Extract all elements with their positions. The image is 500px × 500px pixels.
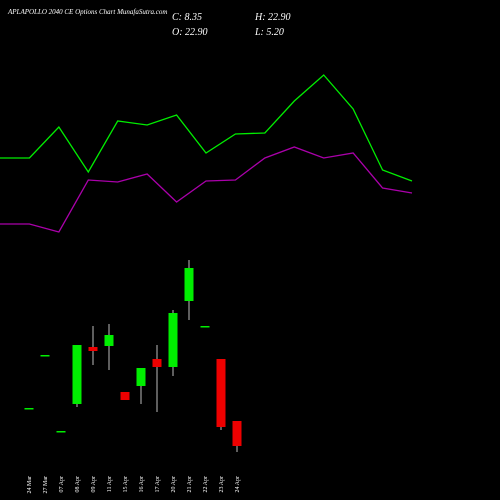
- x-tick-label: 09 Apr: [91, 476, 97, 493]
- candle-body: [152, 359, 162, 367]
- x-tick-label: 11 Apr: [107, 476, 113, 492]
- candle-body: [184, 268, 194, 301]
- x-tick-label: 16 Apr: [139, 476, 145, 493]
- candle-body: [216, 359, 226, 427]
- candle-body: [104, 335, 114, 346]
- candle-body: [232, 421, 242, 446]
- summary-close: C: 8.35: [172, 12, 202, 23]
- x-tick-label: 22 Apr: [203, 476, 209, 493]
- x-tick-label: 08 Apr: [75, 476, 81, 493]
- x-tick-label: 27 Mar: [43, 476, 49, 494]
- summary-open: O: 22.90: [172, 27, 208, 38]
- x-tick-label: 21 Apr: [187, 476, 193, 493]
- line-series: [0, 146, 413, 233]
- candle-body: [72, 345, 82, 404]
- chart-title: APLAPOLLO 2040 CE Options Chart MunafaSu…: [7, 8, 167, 16]
- x-tick-label: 24 Apr: [235, 476, 241, 493]
- candle-body: [120, 392, 130, 400]
- candle-body: [200, 326, 210, 328]
- candle-body: [24, 408, 34, 410]
- x-tick-label: 15 Apr: [123, 476, 129, 493]
- summary-low: L: 5.20: [254, 27, 284, 38]
- x-tick-label: 07 Apr: [59, 476, 65, 493]
- summary-high: H: 22.90: [254, 12, 291, 23]
- x-tick-label: 20 Apr: [171, 476, 177, 493]
- candle-body: [40, 355, 50, 357]
- candle-body: [168, 313, 178, 367]
- line-series: [0, 74, 413, 182]
- x-tick-label: 17 Apr: [155, 476, 161, 493]
- candle-body: [136, 368, 146, 386]
- x-tick-label: 24 Mar: [27, 476, 33, 494]
- candle-body: [88, 347, 98, 351]
- x-tick-label: 23 Apr: [219, 476, 225, 493]
- candle-body: [56, 431, 66, 433]
